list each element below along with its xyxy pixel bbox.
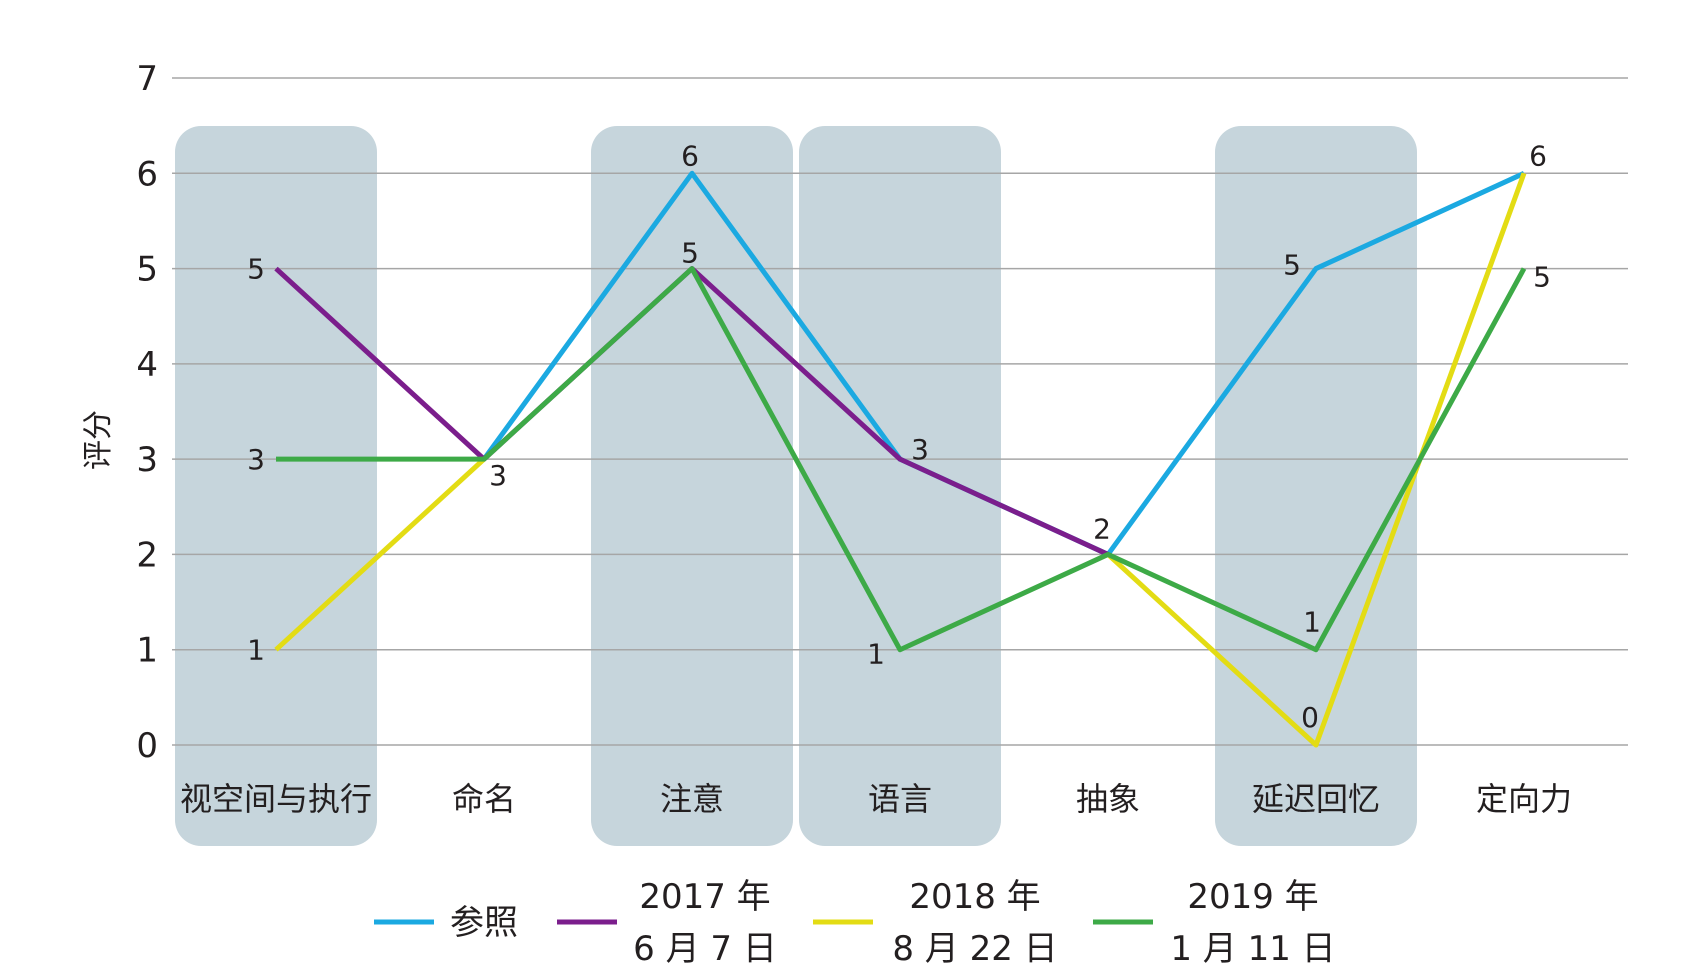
legend-label: 2018 年 [909,877,1040,917]
y-tick-label: 2 [136,535,158,575]
category-label: 视空间与执行 [180,780,372,818]
category-band [175,126,377,846]
category-band [591,126,793,846]
y-tick-label: 3 [136,440,158,480]
category-label: 延迟回忆 [1252,780,1380,818]
category-label: 抽象 [1076,780,1140,818]
data-labels: 5 3 1 3 6 5 3 1 2 5 1 0 6 5 [247,139,1551,734]
legend-label: 6 月 7 日 [633,929,777,969]
y-tick-label: 7 [136,59,158,99]
data-label: 5 [1283,249,1301,282]
data-label: 6 [681,139,699,172]
legend: 参照 2017 年 6 月 7 日 2018 年 8 月 22 日 2019 年 1 月 1… [374,877,1336,969]
y-tick-label: 4 [136,345,158,385]
data-label: 5 [247,253,265,286]
data-label: 1 [247,634,265,667]
data-label: 1 [1303,606,1321,639]
data-label: 3 [489,459,507,492]
category-label: 语言 [868,780,932,818]
legend-label: 2019 年 [1187,877,1318,917]
category-labels: 视空间与执行 命名 注意 语言 抽象 延迟回忆 定向力 [180,780,1572,818]
category-bands [175,126,1417,846]
series-line [274,457,486,652]
legend-label: 参照 [450,903,518,943]
data-label: 0 [1301,701,1319,734]
category-label: 注意 [660,780,724,818]
data-label: 1 [867,638,885,671]
data-label: 3 [911,433,929,466]
y-tick-label: 1 [136,631,158,671]
category-band [1215,126,1417,846]
category-band [799,126,1001,846]
y-axis-label: 评分 [81,410,116,470]
series-line [276,266,1527,653]
y-tick-label: 0 [136,726,158,766]
legend-label: 8 月 22 日 [892,929,1057,969]
data-label: 5 [1533,261,1551,294]
category-label: 定向力 [1476,780,1572,818]
y-tick-label: 5 [136,250,158,290]
data-label: 6 [1529,139,1547,172]
data-label: 3 [247,443,265,476]
legend-label: 2017 年 [639,877,770,917]
y-axis-ticks: 0 1 2 3 4 5 6 7 [136,59,158,766]
series-line [1106,172,1527,748]
y-tick-label: 6 [136,154,158,194]
data-label: 2 [1093,512,1111,545]
series-lines [274,170,1527,748]
legend-label: 1 月 11 日 [1170,929,1335,969]
category-label: 命名 [452,780,516,818]
data-label: 5 [681,237,699,270]
